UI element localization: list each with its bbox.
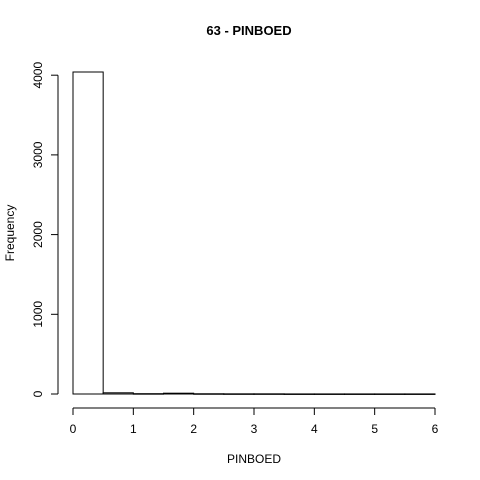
histogram-bar-7 — [283, 393, 315, 395]
y-tick-label-1: 1000 — [31, 301, 45, 328]
y-axis: 0 1000 2000 3000 4000 — [31, 62, 59, 397]
histogram-bar-8 — [313, 393, 346, 395]
x-axis-label: PINBOED — [227, 452, 281, 466]
histogram-bar-10 — [374, 393, 406, 395]
bars-group — [72, 71, 436, 395]
x-tick-label-3: 3 — [251, 422, 258, 436]
x-tick-label-2: 2 — [190, 422, 197, 436]
y-axis-label: Frequency — [3, 205, 17, 262]
y-tick-label-3: 3000 — [31, 141, 45, 168]
histogram-bar-0 — [72, 71, 104, 395]
chart-title: 63 - PINBOED — [206, 23, 291, 38]
x-tick-label-1: 1 — [130, 422, 137, 436]
y-tick-label-4: 4000 — [31, 62, 45, 89]
y-tick-label-0: 0 — [31, 390, 45, 397]
histogram-bar-4 — [193, 393, 225, 395]
histogram-bar-9 — [344, 393, 376, 395]
histogram-bar-11 — [404, 393, 436, 395]
histogram-bar-1 — [102, 392, 134, 395]
x-tick-label-0: 0 — [70, 422, 77, 436]
histogram-bar-6 — [253, 393, 285, 395]
x-tick-label-4: 4 — [311, 422, 318, 436]
y-tick-label-2: 2000 — [31, 221, 45, 248]
histogram-bar-5 — [223, 393, 255, 395]
x-axis: 0 1 2 3 4 5 6 — [70, 407, 439, 436]
x-tick-label-6: 6 — [432, 422, 439, 436]
histogram-bar-2 — [132, 393, 164, 395]
x-tick-label-5: 5 — [371, 422, 378, 436]
histogram-bar-3 — [163, 392, 195, 395]
